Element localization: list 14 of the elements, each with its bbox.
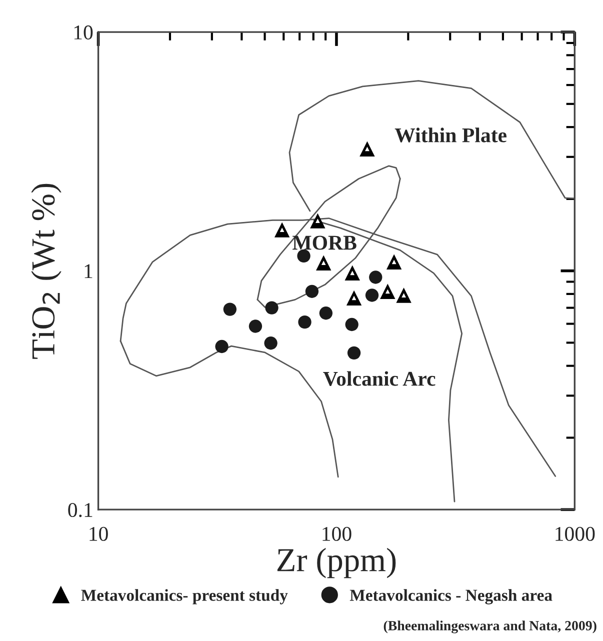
y-tick-label: 0.1	[68, 502, 92, 518]
legend-label: Metavolcanics - Negash area	[350, 589, 552, 604]
x-axis-title: Zr (ppm)	[277, 548, 396, 578]
annotation: Within Plate	[394, 128, 507, 142]
x-tick-label: 1000	[556, 526, 595, 541]
y-tick-label: 10	[74, 25, 93, 40]
y-tick-label: 1	[84, 264, 92, 278]
annotation: MORB	[292, 236, 356, 250]
text: (Bheemalingeswara and Nata, 2009)	[384, 620, 596, 634]
legend-label: Metavolcanics- present study	[81, 589, 288, 604]
annotation: Volcanic Arc	[323, 371, 436, 386]
x-tick-label: 100	[322, 526, 352, 541]
y-axis-title: TiO$_{2}$ (Wt %)	[31, 184, 62, 359]
x-tick-label: 10	[90, 526, 108, 541]
